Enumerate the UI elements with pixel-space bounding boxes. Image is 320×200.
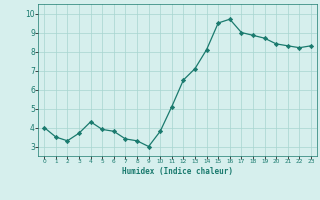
- X-axis label: Humidex (Indice chaleur): Humidex (Indice chaleur): [122, 167, 233, 176]
